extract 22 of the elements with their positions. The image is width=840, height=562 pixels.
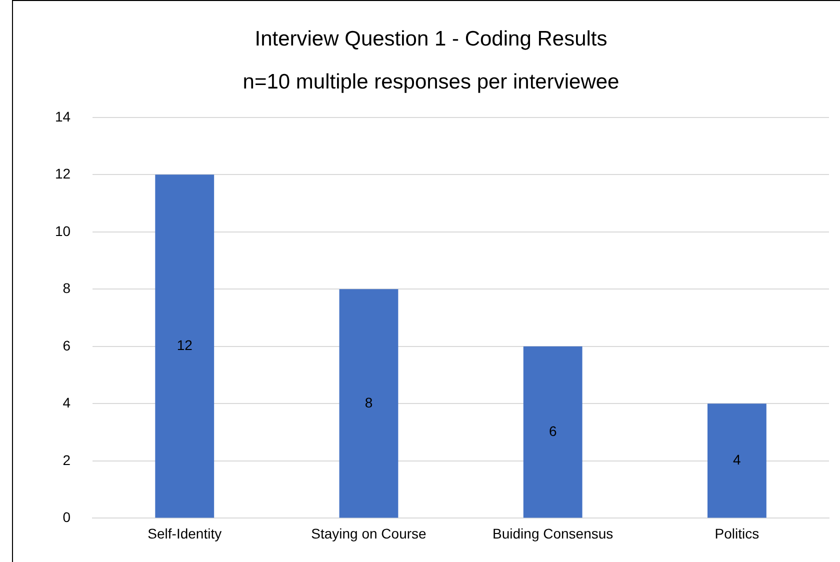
data-label: 12 <box>176 337 193 354</box>
x-tick-label: Buiding Consensus <box>492 525 614 542</box>
y-tick-label: 6 <box>62 337 71 354</box>
data-label: 6 <box>548 422 557 439</box>
y-tick-label: 10 <box>54 222 71 239</box>
y-tick-label: 14 <box>54 108 71 124</box>
chart-subtitle: n=10 multiple responses per interviewee <box>242 70 620 94</box>
bar <box>707 404 766 518</box>
x-tick-label: Staying on Course <box>311 525 427 542</box>
y-tick-label: 2 <box>62 452 71 468</box>
bar <box>339 289 398 518</box>
chart-title: Interview Question 1 - Coding Results <box>254 27 608 50</box>
y-tick-label: 4 <box>62 394 71 411</box>
data-label: 8 <box>364 394 373 410</box>
y-tick-label: 12 <box>54 166 71 182</box>
x-tick-label: Politics <box>714 525 760 542</box>
y-tick-label: 0 <box>62 509 71 526</box>
data-label: 4 <box>733 452 742 468</box>
x-tick-label: Self-Identity <box>148 525 222 542</box>
bar <box>523 346 582 518</box>
y-tick-label: 8 <box>62 280 71 296</box>
bar <box>155 174 214 518</box>
